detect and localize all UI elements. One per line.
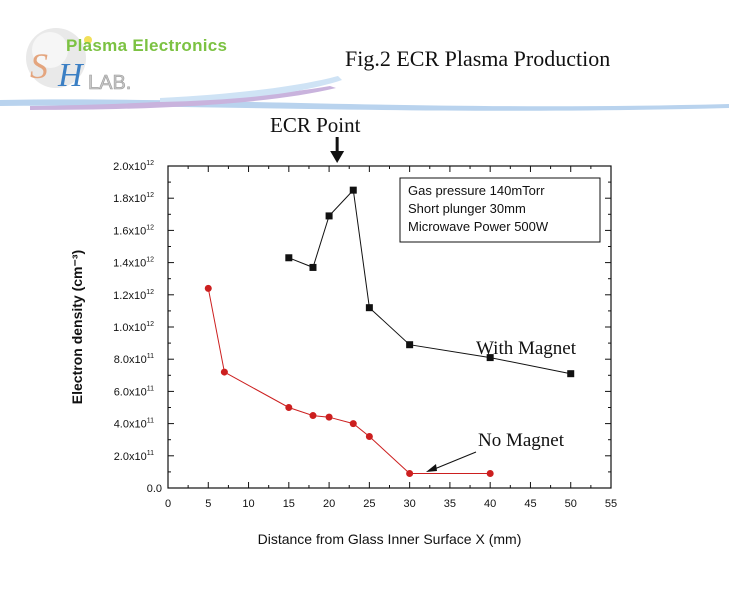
legend-line: Microwave Power 500W [408, 219, 549, 234]
y-tick-label: 8.0x1011 [114, 353, 154, 366]
logo-lab: LAB. [88, 72, 131, 94]
data-point-with-magnet [406, 341, 414, 349]
header-banner: S H LAB. Plasma Electronics Fig.2 ECR Pl… [0, 0, 729, 115]
data-point-no-magnet [309, 412, 317, 420]
data-point-no-magnet [204, 284, 212, 292]
x-tick-label: 20 [323, 498, 335, 510]
data-point-no-magnet [220, 368, 228, 376]
lab-logo: S H LAB. [26, 28, 132, 94]
logo-text: Plasma Electronics [66, 36, 228, 55]
data-point-no-magnet [325, 413, 333, 421]
data-point-with-magnet [567, 370, 575, 378]
logo-h: H [57, 57, 85, 94]
x-axis-title: Distance from Glass Inner Surface X (mm) [258, 531, 522, 547]
figure-title: Fig.2 ECR Plasma Production [345, 46, 611, 71]
data-point-with-magnet [309, 263, 317, 271]
x-tick-label: 40 [484, 498, 496, 510]
y-tick-label: 6.0x1011 [114, 385, 154, 398]
y-tick-label: 1.8x1012 [113, 192, 154, 205]
x-tick-label: 0 [165, 498, 171, 510]
ecr-arrow-down-icon [330, 151, 345, 163]
data-point-no-magnet [365, 432, 373, 440]
x-tick-label: 45 [524, 498, 536, 510]
x-tick-label: 35 [444, 498, 456, 510]
series-label-with-magnet: With Magnet [476, 338, 577, 359]
y-tick-label: 4.0x1011 [114, 418, 154, 431]
y-tick-label: 1.6x1012 [113, 224, 154, 237]
y-tick-label: 1.2x1012 [113, 289, 154, 302]
y-tick-label: 1.4x1012 [113, 257, 154, 270]
logo-s: S [30, 46, 48, 86]
data-point-with-magnet [365, 304, 373, 312]
ecr-point-label: ECR Point [270, 113, 361, 137]
series-line-no-magnet [207, 288, 491, 474]
x-tick-label: 15 [283, 498, 295, 510]
data-point-no-magnet [406, 470, 414, 478]
no-magnet-arrow-line [431, 451, 477, 471]
data-point-with-magnet [285, 254, 293, 262]
x-tick-label: 30 [404, 498, 416, 510]
data-point-no-magnet [486, 470, 494, 478]
logo-dot-icon [84, 36, 92, 44]
x-tick-label: 10 [242, 498, 254, 510]
data-point-with-magnet [325, 212, 333, 220]
y-tick-label: 2.0x1011 [114, 450, 154, 463]
data-point-no-magnet [285, 404, 293, 411]
data-point-with-magnet [349, 186, 357, 194]
y-tick-label: 0.0 [147, 483, 162, 495]
data-point-no-magnet [349, 420, 357, 428]
header-swoosh [0, 76, 729, 111]
x-tick-label: 55 [605, 498, 617, 510]
series-line-with-magnet [288, 188, 571, 375]
legend-box [399, 177, 601, 243]
y-axis-title: Electron density (cm⁻³) [69, 250, 85, 404]
no-magnet-arrowhead-icon [426, 464, 437, 472]
x-tick-label: 25 [363, 498, 375, 510]
y-tick-label: 2.0x1012 [113, 160, 154, 173]
x-tick-label: 50 [565, 498, 577, 510]
series-label-no-magnet: No Magnet [478, 430, 565, 451]
legend-line: Gas pressure 140mTorr [408, 183, 545, 198]
legend-line: Short plunger 30mm [408, 201, 526, 216]
data-point-with-magnet [486, 354, 494, 362]
y-tick-label: 1.0x1012 [113, 321, 154, 334]
x-tick-label: 5 [205, 498, 211, 510]
